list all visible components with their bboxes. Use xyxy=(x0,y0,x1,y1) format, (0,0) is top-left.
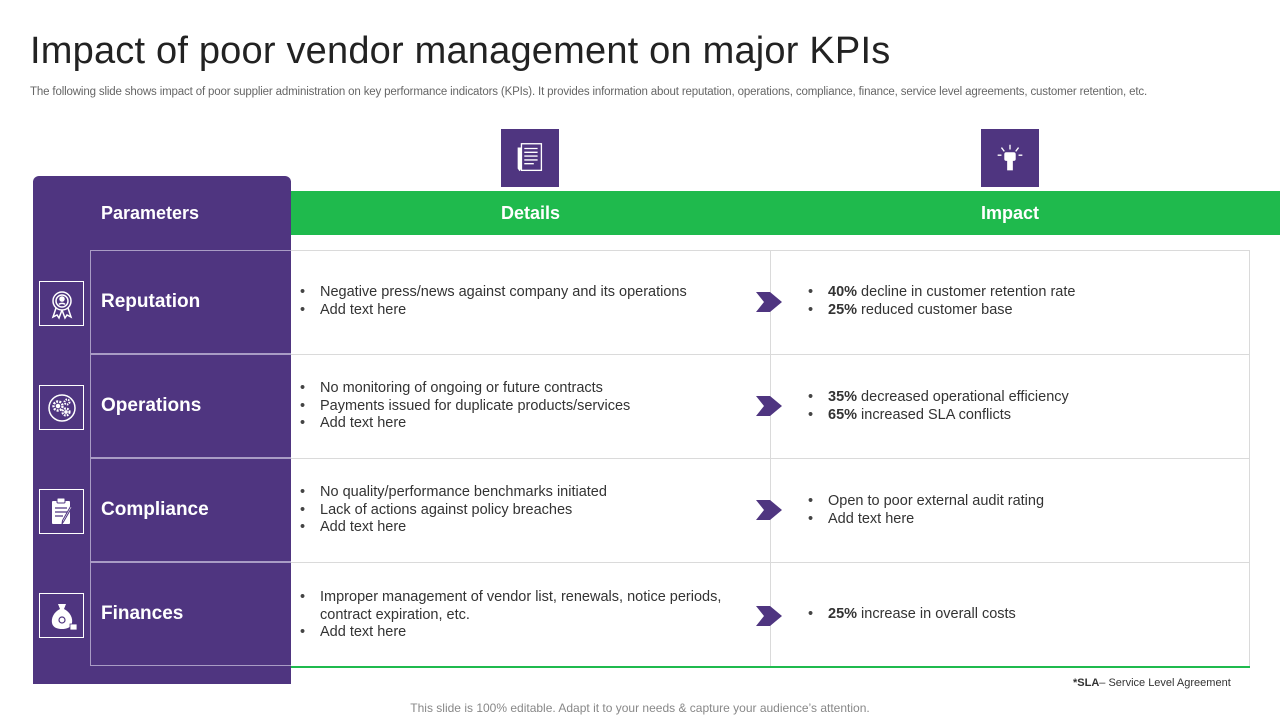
list-item: 25% increase in overall costs xyxy=(808,606,1238,624)
parameter-cell: Operations xyxy=(90,354,291,458)
arrow-right-icon xyxy=(756,292,782,312)
list-item: 40% decline in customer retention rate xyxy=(808,284,1238,302)
impact-list: 25% increase in overall costs xyxy=(808,606,1238,624)
list-item: Add text here xyxy=(300,624,760,642)
list-item: Payments issued for duplicate products/s… xyxy=(300,398,760,416)
details-list: Negative press/news against company and … xyxy=(300,284,760,319)
impact-header: Impact xyxy=(980,203,1040,223)
list-item: 65% increased SLA conflicts xyxy=(808,407,1238,425)
footnote: *SLA– Service Level Agreement xyxy=(1073,677,1231,689)
arrow-right-icon xyxy=(756,500,782,520)
table-row: Compliance No quality/performance benchm… xyxy=(0,458,1280,562)
list-item: Negative press/news against company and … xyxy=(300,284,760,302)
impact-list: Open to poor external audit rating Add t… xyxy=(808,493,1238,528)
document-icon xyxy=(501,129,559,187)
details-list: No quality/performance benchmarks initia… xyxy=(300,484,760,537)
gears-icon xyxy=(39,385,84,430)
impact-list: 40% decline in customer retention rate 2… xyxy=(808,284,1238,319)
list-item: No monitoring of ongoing or future contr… xyxy=(300,380,760,398)
arrow-right-icon xyxy=(756,396,782,416)
parameter-cell: Reputation xyxy=(90,250,291,354)
list-item: Add text here xyxy=(808,511,1238,529)
impact-list: 35% decreased operational efficiency 65%… xyxy=(808,389,1238,424)
details-header: Details xyxy=(500,203,561,223)
list-item: Add text here xyxy=(300,415,760,433)
details-list: No monitoring of ongoing or future contr… xyxy=(300,380,760,433)
parameters-panel xyxy=(33,176,291,684)
parameter-cell: Finances xyxy=(90,562,291,666)
list-item: 35% decreased operational efficiency xyxy=(808,389,1238,407)
list-item: 25% reduced customer base xyxy=(808,302,1238,320)
list-item: Lack of actions against policy breaches xyxy=(300,502,760,520)
table-bottom-line xyxy=(291,666,1250,668)
list-item: Add text here xyxy=(300,302,760,320)
table-row: Reputation Negative press/news against c… xyxy=(0,250,1280,354)
table-row: Finances Improper management of vendor l… xyxy=(0,562,1280,666)
clipboard-pen-icon xyxy=(39,489,84,534)
list-item: Open to poor external audit rating xyxy=(808,493,1238,511)
list-item: No quality/performance benchmarks initia… xyxy=(300,484,760,502)
list-item: Improper management of vendor list, rene… xyxy=(300,589,760,624)
parameters-header: Parameters xyxy=(101,203,200,223)
row-divider xyxy=(291,458,1250,459)
parameter-name: Compliance xyxy=(101,499,209,520)
row-divider xyxy=(291,562,1250,563)
arrow-right-icon xyxy=(756,606,782,626)
parameter-name: Reputation xyxy=(101,291,201,312)
list-item: Add text here xyxy=(300,519,760,537)
header-bar xyxy=(291,191,1280,235)
page-title: Impact of poor vendor management on majo… xyxy=(30,30,891,72)
page-subtitle: The following slide shows impact of poor… xyxy=(30,86,1148,98)
parameter-cell: Compliance xyxy=(90,458,291,562)
money-bag-icon xyxy=(39,593,84,638)
fist-icon xyxy=(981,129,1039,187)
award-ribbon-icon xyxy=(39,281,84,326)
parameter-name: Operations xyxy=(101,395,202,416)
parameter-name: Finances xyxy=(101,603,184,624)
editable-note: This slide is 100% editable. Adapt it to… xyxy=(410,701,870,715)
row-divider xyxy=(291,354,1250,355)
details-list: Improper management of vendor list, rene… xyxy=(300,589,760,642)
table-row: Operations No monitoring of ongoing or f… xyxy=(0,354,1280,458)
